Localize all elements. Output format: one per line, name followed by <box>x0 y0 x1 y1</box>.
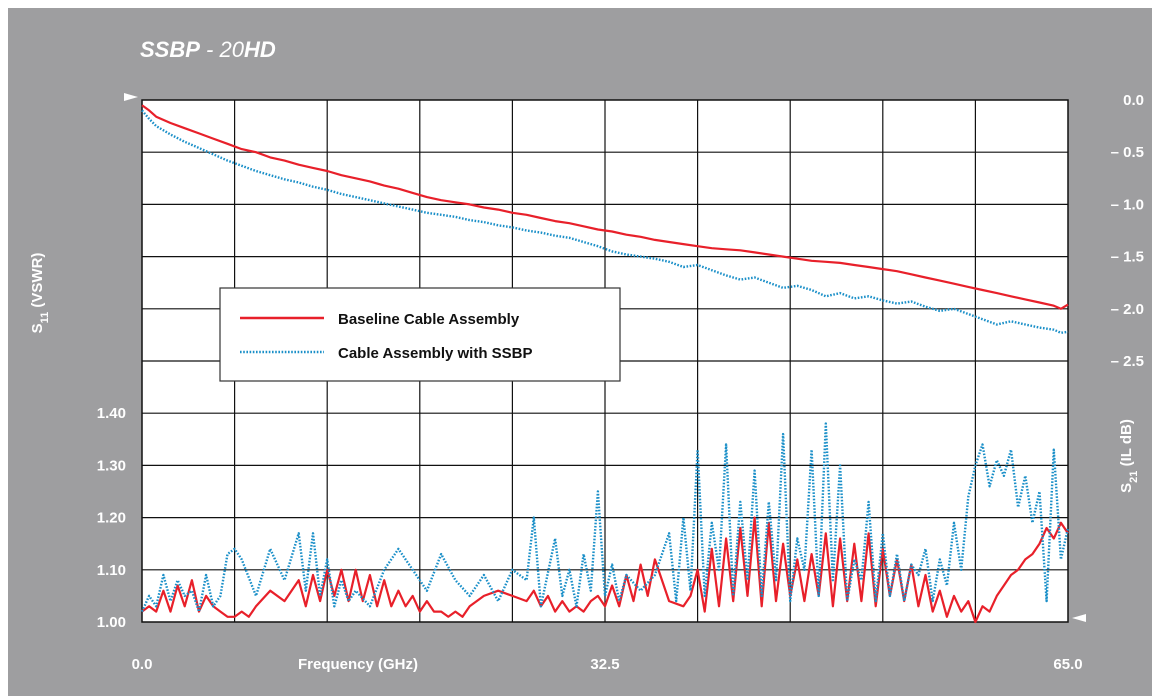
left-axis-ticks: 1.40 1.30 1.20 1.10 1.00 <box>97 405 126 631</box>
series-line-ssbp-vswr <box>140 422 1070 613</box>
left-axis-title: S11 (VSWR) <box>29 253 51 334</box>
chart-canvas: SSBP - 20HD Baseline Cable Assembly Cabl… <box>29 37 1144 673</box>
left-tick-label: 1.20 <box>97 510 126 527</box>
series-line-baseline-insertion-loss-db <box>141 104 1069 310</box>
x-tick-label: 32.5 <box>590 656 619 673</box>
title-end: HD <box>244 37 276 62</box>
left-axis-title-main: S <box>29 323 46 333</box>
right-tick-label: – 1.5 <box>1111 249 1144 266</box>
x-tick-label: 0.0 <box>132 656 153 673</box>
title-mid: - 20 <box>200 37 245 62</box>
x-axis-title: Frequency (GHz) <box>298 656 418 673</box>
left-tick-label: 1.00 <box>97 614 126 631</box>
chart-frame: SSBP - 20HD Baseline Cable Assembly Cabl… <box>8 8 1152 696</box>
right-axis-title-main: S <box>1118 483 1135 493</box>
right-axis-title: S21 (IL dB) <box>1118 419 1140 493</box>
left-axis-marker-icon <box>124 93 138 101</box>
x-axis-ticks: 0.0 32.5 65.0 <box>132 656 1083 673</box>
right-axis-title-sub: 21 <box>1128 471 1140 483</box>
legend-box <box>219 287 621 382</box>
left-tick-label: 1.10 <box>97 562 126 579</box>
legend-label-ssbp: Cable Assembly with SSBP <box>338 345 533 362</box>
x-tick-label: 65.0 <box>1053 656 1082 673</box>
left-axis-title-sub: 11 <box>39 312 51 324</box>
left-tick-label: 1.40 <box>97 405 126 422</box>
title-bold: SSBP <box>140 37 200 62</box>
series-layer <box>140 104 1070 624</box>
right-tick-label: – 1.0 <box>1111 196 1144 213</box>
left-axis-title-tail: (VSWR) <box>29 253 46 312</box>
left-tick-label: 1.30 <box>97 457 126 474</box>
right-axis-ticks: 0.0 – 0.5 – 1.0 – 1.5 – 2.0 – 2.5 <box>1111 92 1144 370</box>
legend-label-baseline: Baseline Cable Assembly <box>338 311 520 328</box>
right-axis-marker-icon <box>1072 614 1086 622</box>
chart-title: SSBP - 20HD <box>140 37 276 62</box>
right-tick-label: – 2.5 <box>1111 353 1144 370</box>
right-axis-title-tail: (IL dB) <box>1118 419 1135 470</box>
right-tick-label: – 2.0 <box>1111 301 1144 318</box>
right-tick-label: 0.0 <box>1123 92 1144 109</box>
legend: Baseline Cable Assembly Cable Assembly w… <box>219 287 621 382</box>
right-tick-label: – 0.5 <box>1111 144 1144 161</box>
series-line-ssbp-insertion-loss-db <box>141 109 1069 334</box>
